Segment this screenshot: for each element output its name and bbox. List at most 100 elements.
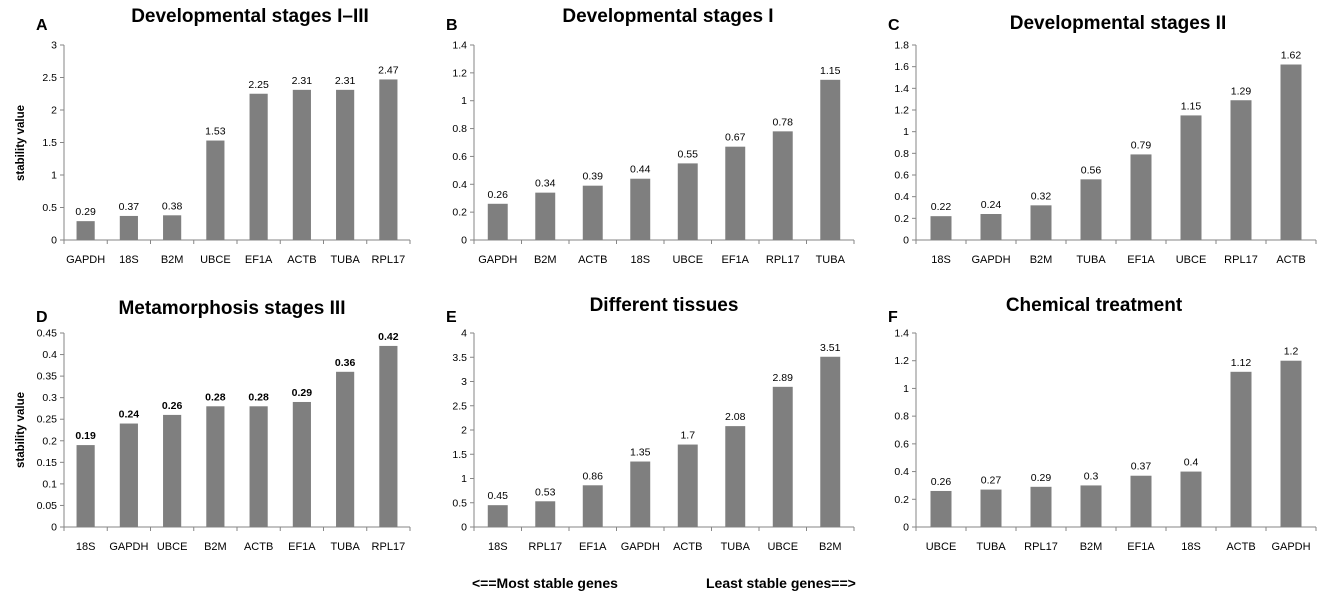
panel-c-bar-rpl17 bbox=[1230, 100, 1252, 240]
panel-e-bar-ef1a bbox=[582, 485, 603, 527]
panel-c-category-label: 18S bbox=[931, 254, 951, 266]
panel-d-y-tick-label: 0.05 bbox=[37, 500, 58, 512]
panel-a-letter: A bbox=[36, 17, 48, 34]
panel-f-bar-ef1a bbox=[1130, 475, 1152, 527]
panel-b-category-label: B2M bbox=[534, 254, 557, 266]
panel-d-ylabel: stability value bbox=[15, 392, 27, 468]
panel-d-category-label: 18S bbox=[76, 541, 96, 553]
panel-d-bar-ef1a bbox=[292, 401, 311, 527]
panel-d-title: Metamorphosis stages III bbox=[118, 298, 345, 319]
panel-b-category-label: UBCE bbox=[672, 254, 703, 266]
panel-b-category-label: RPL17 bbox=[766, 254, 800, 266]
panel-a-bar-gapdh bbox=[76, 221, 95, 240]
panel-d-bar-rpl17 bbox=[379, 345, 398, 527]
panel-c-category-label: EF1A bbox=[1127, 254, 1155, 266]
panel-d-bar-b2m bbox=[206, 406, 225, 527]
panel-c-bar-actb bbox=[1280, 64, 1302, 240]
panel-e-bar-ubce bbox=[772, 386, 793, 527]
panel-a-value-label: 0.29 bbox=[75, 206, 96, 218]
panel-e-category-label: GAPDH bbox=[621, 541, 660, 553]
panel-d-value-label: 0.36 bbox=[335, 357, 356, 369]
panel-f-bar-18s bbox=[1180, 471, 1202, 527]
panel-b-y-tick-label: 0.2 bbox=[452, 207, 467, 219]
most-stable-footnote: <==Most stable genes bbox=[472, 575, 618, 591]
panel-a-bar-18s bbox=[119, 215, 138, 240]
panel-c-value-label: 0.79 bbox=[1131, 139, 1152, 151]
panel-e-category-label: B2M bbox=[819, 541, 842, 553]
panel-a-value-label: 0.38 bbox=[162, 200, 183, 212]
panel-a-bar-rpl17 bbox=[379, 79, 398, 240]
panel-e-bar-actb bbox=[677, 444, 698, 527]
panel-e-value-label: 0.86 bbox=[583, 470, 604, 482]
panel-b-bar-gapdh bbox=[487, 203, 508, 240]
panel-c-value-label: 1.15 bbox=[1181, 100, 1202, 112]
panel-a-value-label: 2.31 bbox=[335, 75, 356, 87]
panel-c-y-tick-label: 1.6 bbox=[894, 61, 909, 73]
panel-d-y-tick-label: 0.45 bbox=[37, 328, 58, 340]
panel-b-y-tick-label: 1.4 bbox=[452, 40, 467, 52]
panel-f-bar-tuba bbox=[980, 489, 1002, 527]
panel-a-value-label: 1.53 bbox=[205, 126, 226, 138]
panel-b-category-label: 18S bbox=[630, 254, 650, 266]
panel-b-y-tick-label: 0.6 bbox=[452, 151, 467, 163]
panel-c-y-tick-label: 0.6 bbox=[894, 170, 909, 182]
panel-a-category-label: EF1A bbox=[245, 254, 273, 266]
panel-a-ylabel: stability value bbox=[15, 105, 27, 181]
panel-b-value-label: 0.55 bbox=[678, 148, 699, 160]
panel-d-y-tick-label: 0.35 bbox=[37, 371, 58, 383]
panel-f-category-label: 18S bbox=[1181, 541, 1201, 553]
panel-d-bar-gapdh bbox=[119, 423, 138, 527]
panel-c-value-label: 0.32 bbox=[1031, 190, 1052, 202]
panel-a-category-label: ACTB bbox=[287, 254, 316, 266]
panel-e-y-tick-label: 0 bbox=[461, 522, 467, 534]
panel-c-y-tick-label: 0.4 bbox=[894, 191, 909, 203]
panel-a-y-tick-label: 1.5 bbox=[42, 137, 57, 149]
panel-b-value-label: 0.26 bbox=[488, 189, 509, 201]
panel-d-category-label: RPL17 bbox=[372, 541, 406, 553]
panel-b-bar-18s bbox=[630, 178, 651, 240]
panel-f-value-label: 1.2 bbox=[1284, 346, 1299, 358]
panel-e-bar-gapdh bbox=[630, 461, 651, 527]
panel-f-bar-rpl17 bbox=[1030, 486, 1052, 527]
panel-e-category-label: 18S bbox=[488, 541, 508, 553]
panel-b-category-label: TUBA bbox=[816, 254, 846, 266]
panel-c-bar-ef1a bbox=[1130, 154, 1152, 240]
panel-a-y-tick-label: 0 bbox=[51, 235, 57, 247]
panel-a-y-tick-label: 3 bbox=[51, 40, 57, 52]
panel-f-category-label: UBCE bbox=[926, 541, 957, 553]
panel-d-bar-tuba bbox=[336, 371, 355, 527]
panel-b-value-label: 0.34 bbox=[535, 178, 556, 190]
panel-f-y-tick-label: 0.8 bbox=[894, 411, 909, 423]
panel-f: F Chemical treatment 0 0.2 0.4 0.6 0.8 1 1.2 1.4 0… bbox=[888, 295, 1317, 553]
panel-e-y-tick-label: 1.5 bbox=[452, 449, 467, 461]
panel-f-category-label: B2M bbox=[1080, 541, 1103, 553]
panel-f-category-label: GAPDH bbox=[1271, 541, 1310, 553]
panel-c-bar-gapdh bbox=[980, 214, 1002, 240]
panel-a-value-label: 2.47 bbox=[378, 64, 399, 76]
panel-f-y-tick-label: 0.2 bbox=[894, 494, 909, 506]
panel-c: C Developmental stages II 0 0.2 0.4 0.6 0.8 1 1.… bbox=[888, 13, 1317, 266]
panel-e-y-tick-label: 3.5 bbox=[452, 352, 467, 364]
panel-f-y-tick-label: 1.2 bbox=[894, 355, 909, 367]
panel-f-value-label: 0.4 bbox=[1184, 457, 1199, 469]
panel-b-category-label: EF1A bbox=[721, 254, 749, 266]
panel-a-y-tick-label: 1 bbox=[51, 170, 57, 182]
panel-c-category-label: B2M bbox=[1030, 254, 1053, 266]
panel-d-y-tick-label: 0.2 bbox=[42, 435, 57, 447]
panel-f-bar-b2m bbox=[1080, 485, 1102, 527]
panel-f-value-label: 1.12 bbox=[1231, 357, 1252, 369]
panel-f-value-label: 0.26 bbox=[931, 476, 952, 488]
panel-e-category-label: TUBA bbox=[721, 541, 751, 553]
panel-c-category-label: ACTB bbox=[1276, 254, 1305, 266]
panel-b-value-label: 1.15 bbox=[820, 65, 841, 77]
panel-b: B Developmental stages I 0 0.2 0.4 0.6 0.8 1 1.2… bbox=[446, 6, 855, 266]
panel-f-y-tick-label: 1.4 bbox=[894, 328, 909, 340]
panel-d-bar-ubce bbox=[163, 414, 182, 527]
panel-a-value-label: 2.31 bbox=[292, 75, 313, 87]
panel-e-value-label: 2.08 bbox=[725, 411, 746, 423]
panel-f-value-label: 0.37 bbox=[1131, 461, 1152, 473]
panel-c-y-tick-label: 0 bbox=[903, 235, 909, 247]
panel-b-title: Developmental stages I bbox=[562, 6, 773, 27]
panel-e-y-tick-label: 2 bbox=[461, 425, 467, 437]
